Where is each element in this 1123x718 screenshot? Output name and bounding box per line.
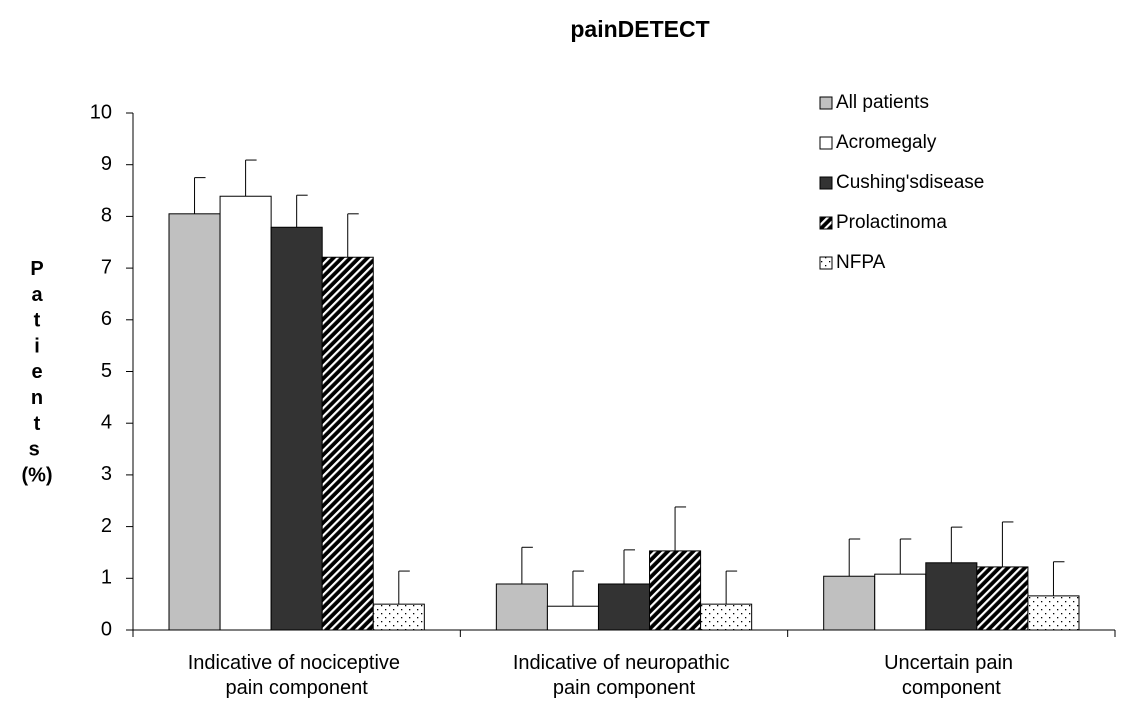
bar xyxy=(649,550,702,631)
legend-swatch xyxy=(819,216,833,230)
legend-swatch xyxy=(819,176,833,190)
bar xyxy=(321,256,374,631)
legend-swatch xyxy=(819,96,833,110)
bar xyxy=(219,195,272,631)
legend-label: Acromegaly xyxy=(836,132,937,153)
chart-title: painDETECT xyxy=(570,16,709,42)
y-tick-label: 8 xyxy=(101,205,112,227)
legend-label: Prolactinoma xyxy=(836,212,947,233)
y-tick-label: 7 xyxy=(101,256,112,278)
y-tick-label: 1 xyxy=(101,567,112,589)
y-tick-label: 3 xyxy=(101,463,112,485)
bar xyxy=(976,566,1029,631)
y-tick-label: 2 xyxy=(101,515,112,537)
bar xyxy=(372,603,425,631)
legend-swatch xyxy=(819,136,833,150)
bar xyxy=(597,583,651,631)
bar xyxy=(925,562,978,631)
y-tick-label: 6 xyxy=(101,308,112,330)
y-tick-label: 4 xyxy=(101,411,112,433)
legend-swatch xyxy=(819,256,833,270)
bar xyxy=(823,575,876,631)
legend-label: NFPA xyxy=(836,252,886,273)
x-tick-label: Indicative of nociceptive pain component xyxy=(188,652,406,699)
y-tick-label: 5 xyxy=(101,360,112,382)
bar xyxy=(874,573,927,631)
y-tick-label: 10 xyxy=(90,101,112,123)
x-tick-label: Uncertain pain component xyxy=(884,652,1019,699)
legend-label: Cushing'sdisease xyxy=(836,172,984,193)
bar xyxy=(495,583,548,631)
x-tick-label: Indicative of neuropathic pain component xyxy=(513,652,735,699)
legend-label: All patients xyxy=(836,92,929,113)
bar xyxy=(1027,595,1080,631)
bar xyxy=(546,605,599,631)
y-tick-label: 0 xyxy=(101,618,112,640)
bar xyxy=(270,226,323,631)
bar xyxy=(700,603,753,631)
bar xyxy=(168,213,221,631)
y-tick-label: 9 xyxy=(101,153,112,175)
